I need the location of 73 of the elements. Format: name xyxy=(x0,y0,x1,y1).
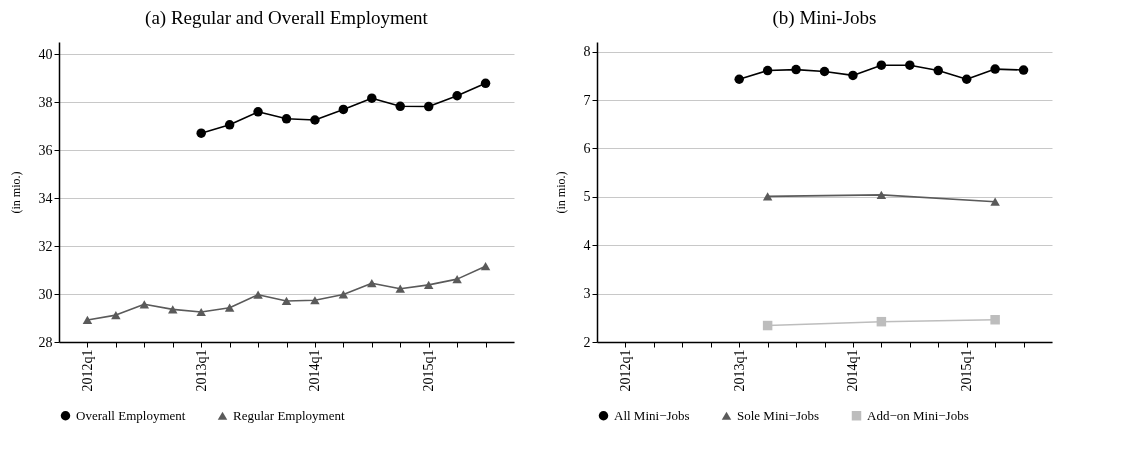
point xyxy=(196,307,206,317)
point xyxy=(253,290,263,299)
x-tick-label: 2013q1 xyxy=(193,349,209,392)
y-tick-label: 36 xyxy=(38,142,53,158)
point xyxy=(395,284,405,293)
y-tick-label: 2 xyxy=(583,334,591,350)
legend-label: Regular Employment xyxy=(233,407,345,423)
point xyxy=(338,104,349,115)
point xyxy=(452,91,462,101)
point xyxy=(876,190,887,200)
point xyxy=(139,300,150,309)
point xyxy=(734,74,744,84)
point xyxy=(1018,65,1029,75)
point xyxy=(876,316,887,327)
point xyxy=(82,315,93,325)
point xyxy=(196,128,206,138)
legend-label: Add−on Mini−Jobs xyxy=(867,407,969,423)
y-tick-label: 40 xyxy=(38,46,53,62)
y-tick-label: 34 xyxy=(38,190,53,206)
point xyxy=(990,197,1000,206)
point xyxy=(762,65,773,76)
point xyxy=(990,64,1000,74)
point xyxy=(281,296,292,306)
legend-label: Sole Mini−Jobs xyxy=(737,407,820,423)
y-axis-title: (in mio.) xyxy=(8,171,23,214)
point xyxy=(933,65,943,76)
point xyxy=(224,303,235,312)
point xyxy=(367,93,377,103)
point xyxy=(253,107,263,117)
point xyxy=(762,192,773,201)
y-tick-label: 38 xyxy=(38,94,53,110)
point xyxy=(423,101,434,112)
y-tick-label: 7 xyxy=(583,92,591,108)
point xyxy=(338,290,349,299)
point xyxy=(762,320,773,331)
y-tick-label: 3 xyxy=(583,286,591,302)
point xyxy=(791,64,801,75)
x-tick-label: 2013q1 xyxy=(731,349,747,392)
point xyxy=(990,315,1000,325)
point xyxy=(310,115,320,125)
y-tick-label: 4 xyxy=(583,237,591,253)
y-tick-label: 32 xyxy=(38,238,53,254)
legend-label: Overall Employment xyxy=(76,407,186,423)
x-tick-label: 2012q1 xyxy=(617,349,633,392)
y-tick-label: 30 xyxy=(38,286,53,302)
point xyxy=(111,311,121,320)
point xyxy=(819,66,830,77)
point xyxy=(423,280,434,289)
x-tick-label: 2014q1 xyxy=(845,349,861,392)
x-tick-label: 2015q1 xyxy=(959,349,975,392)
point xyxy=(876,60,887,70)
point xyxy=(367,279,377,288)
point xyxy=(480,262,491,271)
point xyxy=(905,60,915,70)
x-tick-label: 2014q1 xyxy=(307,349,323,392)
point xyxy=(310,296,320,305)
y-tick-label: 8 xyxy=(583,44,591,60)
x-tick-label: 2012q1 xyxy=(79,349,95,392)
point xyxy=(224,120,235,130)
chart-title: (b) Mini-Jobs xyxy=(772,7,877,29)
point xyxy=(848,70,858,81)
y-axis-title: (in mio.) xyxy=(553,171,568,214)
point xyxy=(395,101,405,112)
y-tick-label: 5 xyxy=(583,189,591,205)
point xyxy=(452,275,462,284)
y-tick-label: 28 xyxy=(38,334,53,350)
y-tick-label: 6 xyxy=(583,140,591,156)
point xyxy=(961,74,972,84)
x-tick-label: 2015q1 xyxy=(421,349,437,392)
legend-label: All Mini−Jobs xyxy=(614,407,690,423)
point xyxy=(281,114,292,124)
chart-title: (a) Regular and Overall Employment xyxy=(145,7,429,29)
point xyxy=(480,78,491,89)
